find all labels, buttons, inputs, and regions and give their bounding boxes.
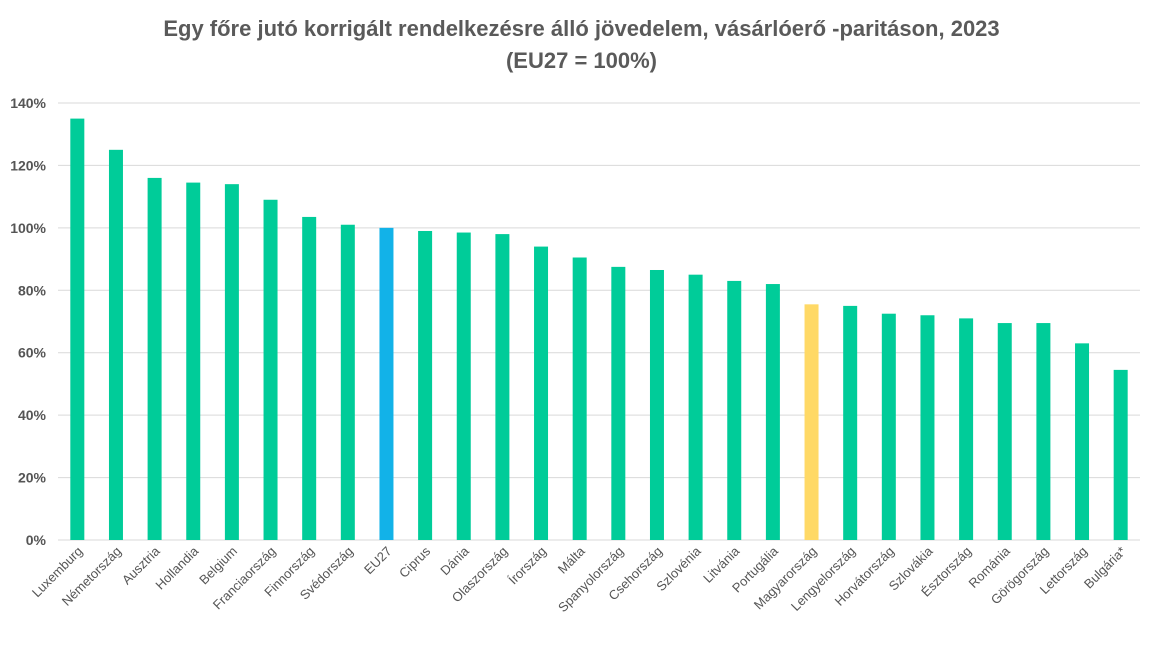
bar <box>611 266 626 540</box>
bar <box>70 118 85 540</box>
bar <box>186 182 201 540</box>
x-tick-label: Málta <box>555 543 589 577</box>
x-tick-label: Ciprus <box>396 543 434 581</box>
bar <box>804 304 819 540</box>
y-tick-label: 100% <box>10 220 46 236</box>
bar <box>765 284 780 540</box>
x-tick-label: EU27 <box>361 544 395 578</box>
bar <box>418 230 433 540</box>
bar <box>920 315 935 540</box>
x-tick-label: Hollandia <box>152 543 201 592</box>
bar <box>843 305 858 540</box>
bar <box>340 224 355 540</box>
bar <box>379 227 394 540</box>
bar <box>263 199 278 540</box>
chart-title: Egy főre jutó korrigált rendelkezésre ál… <box>163 16 1000 41</box>
bar <box>997 323 1012 540</box>
y-tick-label: 20% <box>18 470 47 486</box>
bar <box>1075 343 1090 540</box>
bar <box>959 318 974 540</box>
y-tick-label: 120% <box>10 157 46 173</box>
bar <box>727 280 742 540</box>
x-tick-label: Írország <box>505 544 549 588</box>
bar <box>688 274 703 540</box>
bar <box>224 184 239 540</box>
bar <box>302 216 317 541</box>
bar <box>881 313 896 540</box>
bar <box>534 246 549 541</box>
y-tick-label: 140% <box>10 95 46 111</box>
bar <box>1036 323 1051 540</box>
bar <box>108 149 123 541</box>
y-tick-label: 80% <box>18 282 47 298</box>
bar <box>649 269 664 540</box>
x-tick-label: Bulgária* <box>1081 544 1129 592</box>
bar <box>572 257 587 540</box>
bar <box>147 177 162 540</box>
y-tick-label: 40% <box>18 407 47 423</box>
x-tick-label: Dánia <box>437 543 472 578</box>
bar <box>456 232 471 540</box>
y-tick-label: 60% <box>18 345 47 361</box>
y-tick-label: 0% <box>26 532 47 548</box>
chart-subtitle: (EU27 = 100%) <box>505 48 658 73</box>
bar <box>1113 369 1128 540</box>
bar <box>495 234 510 540</box>
